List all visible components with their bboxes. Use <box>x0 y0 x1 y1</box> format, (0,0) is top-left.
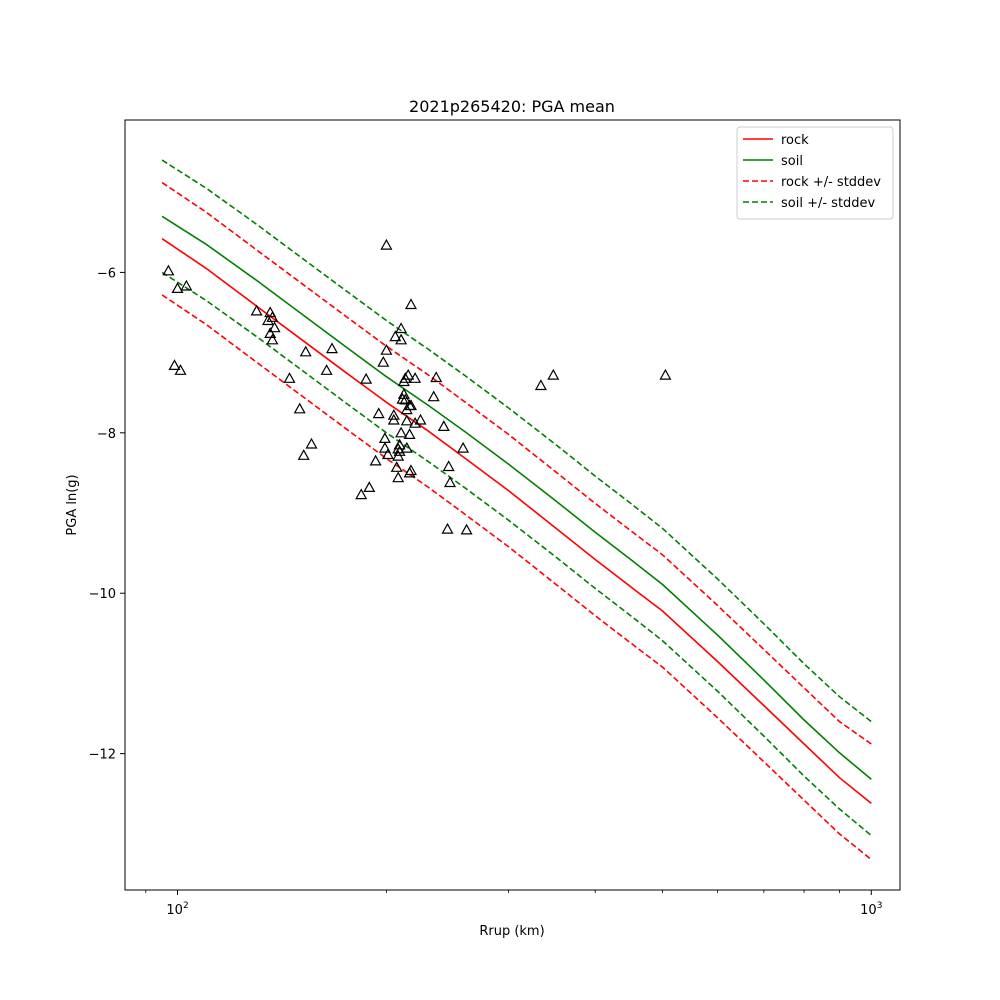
data-point <box>325 342 339 354</box>
data-point <box>427 390 440 402</box>
data-point <box>395 333 408 345</box>
data-point <box>264 327 277 338</box>
data-point <box>404 464 418 476</box>
data-point <box>387 413 400 425</box>
data-point <box>547 368 560 380</box>
data-point <box>392 471 405 483</box>
data-point <box>372 407 385 419</box>
data-point <box>403 428 416 439</box>
data-point <box>409 372 422 383</box>
data-point <box>261 314 275 326</box>
y-tick-label: −10 <box>89 587 116 602</box>
data-point <box>293 402 306 414</box>
legend: rock soil rock +/- stddev soil +/- stddev <box>736 126 894 220</box>
data-point <box>400 414 413 426</box>
data-point <box>395 322 408 334</box>
data-point <box>381 448 394 460</box>
data-point <box>168 359 181 370</box>
data-point <box>402 368 415 380</box>
y-tick-label: −8 <box>97 427 116 442</box>
data-point <box>659 368 672 380</box>
y-tick-label: −12 <box>89 748 116 763</box>
data-point <box>442 460 455 472</box>
data-point <box>369 454 382 466</box>
series-line-4 <box>161 159 872 723</box>
x-axis-label: Rrup (km) <box>479 924 544 939</box>
data-point <box>299 345 312 357</box>
data-point <box>266 333 279 345</box>
y-tick-label: −6 <box>97 266 116 281</box>
data-point <box>437 420 450 431</box>
data-point <box>320 364 333 375</box>
data-point <box>395 426 408 438</box>
legend-label: rock <box>781 133 809 148</box>
data-point <box>404 399 418 411</box>
series-line-5 <box>161 271 872 837</box>
data-point <box>378 441 391 453</box>
data-point <box>363 481 376 492</box>
series-line-1 <box>161 215 872 780</box>
data-point <box>250 304 263 316</box>
data-point <box>380 343 393 355</box>
x-axis: 102 103 <box>145 890 882 918</box>
x-tick-label: 102 <box>166 901 188 918</box>
data-point <box>390 461 403 472</box>
y-axis-label: PGA ln(g) <box>65 474 80 535</box>
data-point <box>297 449 310 460</box>
data-point <box>305 437 318 449</box>
data-point <box>283 372 296 383</box>
data-point <box>441 522 454 534</box>
chart-title: 2021p265420: PGA mean <box>409 97 615 116</box>
data-point <box>409 416 422 428</box>
data-point <box>389 330 402 342</box>
data-point <box>360 372 373 384</box>
data-point <box>534 379 547 391</box>
data-point <box>393 438 406 450</box>
x-tick-label: 103 <box>860 901 882 918</box>
legend-label: soil +/- stddev <box>781 196 876 211</box>
plot-frame <box>124 119 901 891</box>
data-point <box>171 282 184 293</box>
data-point <box>457 441 470 453</box>
data-point <box>430 371 443 383</box>
data-point <box>404 298 418 310</box>
data-point <box>414 413 427 425</box>
data-point <box>400 441 413 453</box>
data-point <box>377 355 390 367</box>
data-point <box>460 523 473 535</box>
legend-label: soil <box>781 154 803 169</box>
data-point <box>162 264 175 276</box>
data-point <box>174 364 187 375</box>
observation-points <box>162 238 672 535</box>
y-axis: −6 −8 −10 −12 <box>89 266 125 763</box>
series-line-0 <box>161 238 872 805</box>
data-point <box>380 238 393 250</box>
data-point <box>399 372 412 383</box>
data-point <box>268 321 281 333</box>
data-point <box>399 393 412 405</box>
data-point <box>266 311 279 322</box>
data-point <box>355 488 368 500</box>
legend-label: rock +/- stddev <box>781 175 881 190</box>
legend-box <box>736 126 894 220</box>
series-lines <box>161 159 872 861</box>
data-point <box>443 476 457 488</box>
data-point <box>387 408 400 420</box>
data-point <box>180 279 193 291</box>
